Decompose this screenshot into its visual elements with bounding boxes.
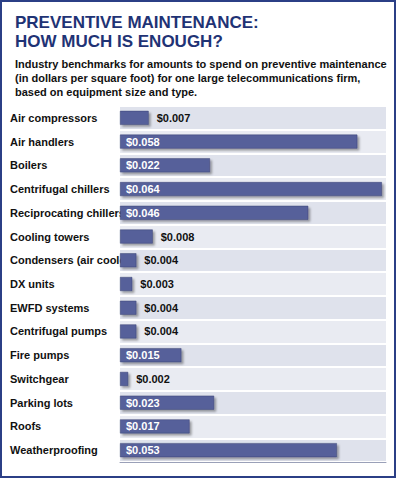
svg-text:$0.023: $0.023 [126, 397, 160, 409]
svg-text:HOW MUCH IS ENOUGH?: HOW MUCH IS ENOUGH? [15, 32, 223, 51]
svg-text:$0.004: $0.004 [144, 254, 179, 266]
svg-text:Weatherproofing: Weatherproofing [10, 444, 98, 456]
svg-text:EWFD systems: EWFD systems [10, 302, 89, 314]
svg-text:Air handlers: Air handlers [10, 136, 74, 148]
svg-text:Roofs: Roofs [10, 420, 41, 432]
svg-text:(in dollars per square foot) f: (in dollars per square foot) for one lar… [15, 72, 363, 84]
svg-text:Reciprocating chillers: Reciprocating chillers [10, 207, 125, 219]
svg-text:$0.046: $0.046 [126, 207, 160, 219]
svg-text:$0.008: $0.008 [161, 231, 195, 243]
svg-text:$0.004: $0.004 [144, 302, 179, 314]
svg-text:Cooling towers: Cooling towers [10, 231, 89, 243]
svg-text:$0.058: $0.058 [126, 136, 160, 148]
svg-text:$0.053: $0.053 [126, 444, 160, 456]
svg-text:$0.002: $0.002 [136, 373, 170, 385]
svg-text:$0.017: $0.017 [126, 420, 160, 432]
svg-text:$0.007: $0.007 [157, 112, 191, 124]
svg-text:Industry benchmarks for amount: Industry benchmarks for amounts to spend… [15, 58, 390, 70]
svg-text:Air compressors: Air compressors [10, 112, 97, 124]
svg-text:$0.004: $0.004 [144, 325, 179, 337]
svg-text:Fire pumps: Fire pumps [10, 349, 69, 361]
svg-text:$0.015: $0.015 [126, 349, 160, 361]
svg-text:Parking lots: Parking lots [10, 397, 73, 409]
svg-text:Condensers (air cooled): Condensers (air cooled) [10, 254, 136, 266]
svg-text:Boilers: Boilers [10, 159, 47, 171]
svg-text:PREVENTIVE MAINTENANCE:: PREVENTIVE MAINTENANCE: [15, 13, 259, 32]
svg-text:DX units: DX units [10, 278, 55, 290]
svg-text:$0.064: $0.064 [126, 183, 161, 195]
svg-text:Centrifugal pumps: Centrifugal pumps [10, 325, 107, 337]
svg-text:$0.003: $0.003 [140, 278, 174, 290]
svg-text:based on equipment size and ty: based on equipment size and type. [15, 86, 197, 98]
svg-text:Switchgear: Switchgear [10, 373, 69, 385]
svg-text:$0.022: $0.022 [126, 159, 160, 171]
svg-text:Centrifugal chillers: Centrifugal chillers [10, 183, 110, 195]
